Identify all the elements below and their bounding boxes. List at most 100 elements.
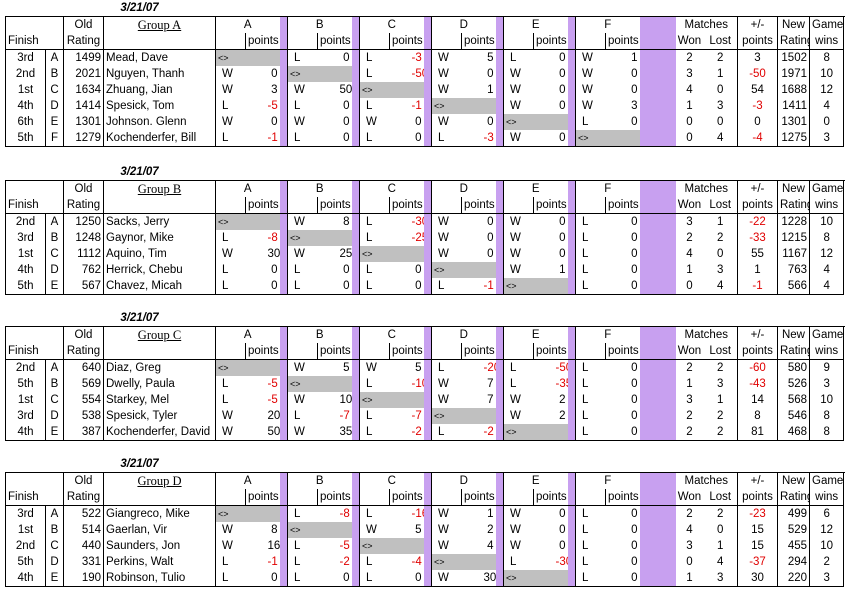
player-row: 3rd D 538 Spesick, Tyler W 20 L -7 L -7 <> W 2 L 0 2 2 8 5… — [5, 408, 844, 424]
divider — [495, 522, 504, 538]
new-rating: 220 — [777, 570, 810, 587]
match-result: L — [359, 424, 390, 441]
finish-place: 3rd — [5, 49, 46, 66]
match-result: L — [575, 392, 606, 408]
match-points: 1 — [631, 52, 638, 64]
divider — [351, 230, 360, 246]
spacer — [606, 522, 626, 538]
old-rating: 190 — [63, 570, 104, 587]
divider — [423, 213, 432, 230]
match-points: 4 — [487, 540, 494, 552]
match-result: L — [287, 49, 318, 66]
opponent-header: B — [287, 180, 352, 197]
match-result: W — [431, 49, 462, 66]
games-wins: 12 — [808, 522, 844, 538]
games-wins: 10 — [808, 213, 844, 230]
self-marker: <> — [287, 522, 318, 538]
finish-place: 4th — [5, 424, 46, 441]
match-result: W — [503, 392, 534, 408]
wins-header: wins — [808, 343, 844, 360]
spacer — [216, 164, 844, 181]
spacer — [246, 554, 266, 570]
spacer — [606, 538, 626, 554]
points-header: points — [317, 343, 352, 360]
points-header: points — [605, 489, 640, 506]
match-result: L — [503, 376, 534, 392]
match-result: L — [575, 505, 606, 522]
divider — [423, 376, 432, 392]
rating-change: 30 — [737, 570, 778, 587]
divider — [639, 278, 676, 295]
divider — [495, 230, 504, 246]
spacer — [606, 392, 626, 408]
match-points: 0 — [559, 100, 566, 112]
games-wins: 10 — [808, 66, 844, 82]
player-name: Spesick, Tyler — [103, 408, 216, 424]
self-cell — [337, 522, 352, 538]
matches-won: 4 — [686, 84, 693, 96]
match-result: W — [215, 114, 246, 130]
new-rating: 1971 — [777, 66, 810, 82]
spacer — [215, 489, 246, 506]
divider — [567, 16, 576, 33]
spacer — [575, 33, 606, 50]
finish-place: 2nd — [5, 213, 46, 230]
divider — [495, 376, 504, 392]
matches-lost: 4 — [703, 278, 738, 295]
self-cell — [389, 82, 410, 98]
new-rating: 580 — [777, 359, 810, 376]
spacer — [390, 114, 410, 130]
divider — [495, 278, 504, 295]
wins-header: wins — [808, 197, 844, 214]
player-name: Gaynor, Mike — [103, 230, 216, 246]
player-letter: E — [45, 424, 64, 441]
games-wins: 12 — [808, 82, 844, 98]
divider — [639, 570, 676, 587]
divider — [351, 326, 360, 343]
divider — [567, 376, 576, 392]
player-letter: F — [45, 130, 64, 147]
match-result: W — [215, 522, 246, 538]
spacer — [461, 570, 482, 587]
divider — [495, 82, 504, 98]
spacer — [215, 197, 246, 214]
self-marker: <> — [359, 392, 390, 408]
self-marker: <> — [503, 424, 534, 441]
match-points: 0 — [631, 524, 638, 536]
new-rating: 529 — [777, 522, 810, 538]
spacer — [390, 230, 410, 246]
spacer — [318, 262, 338, 278]
self-marker: <> — [503, 570, 534, 587]
matches-lost: 3 — [717, 264, 724, 276]
matches-won: 0 — [686, 556, 693, 568]
player-letter: C — [45, 392, 64, 408]
spacer — [390, 98, 410, 114]
match-result: L — [287, 505, 318, 522]
spacer — [390, 262, 410, 278]
divider — [567, 213, 576, 230]
self-cell — [553, 424, 568, 441]
divider — [639, 130, 676, 147]
new-rating: 1228 — [777, 213, 810, 230]
divider — [495, 570, 504, 587]
divider — [567, 538, 576, 554]
match-result: L — [359, 554, 390, 570]
games-wins: 3 — [808, 570, 844, 587]
group-date: 3/21/07 — [120, 166, 159, 178]
match-points: 0 — [631, 378, 638, 390]
divider — [639, 424, 676, 441]
match-points: -5 — [267, 100, 278, 112]
divider — [639, 66, 676, 82]
match-points: 0 — [487, 68, 494, 80]
opponent-header: F — [575, 16, 640, 33]
matches-won: 4 — [686, 524, 693, 536]
match-result: W — [431, 82, 462, 98]
spacer — [245, 570, 266, 587]
match-points: 1 — [487, 508, 494, 520]
spacer — [533, 130, 554, 147]
match-points: -7 — [411, 410, 422, 422]
divider — [279, 326, 288, 343]
old-rating: 1634 — [63, 82, 104, 98]
match-result: L — [431, 278, 462, 295]
match-points: -1 — [267, 556, 278, 568]
